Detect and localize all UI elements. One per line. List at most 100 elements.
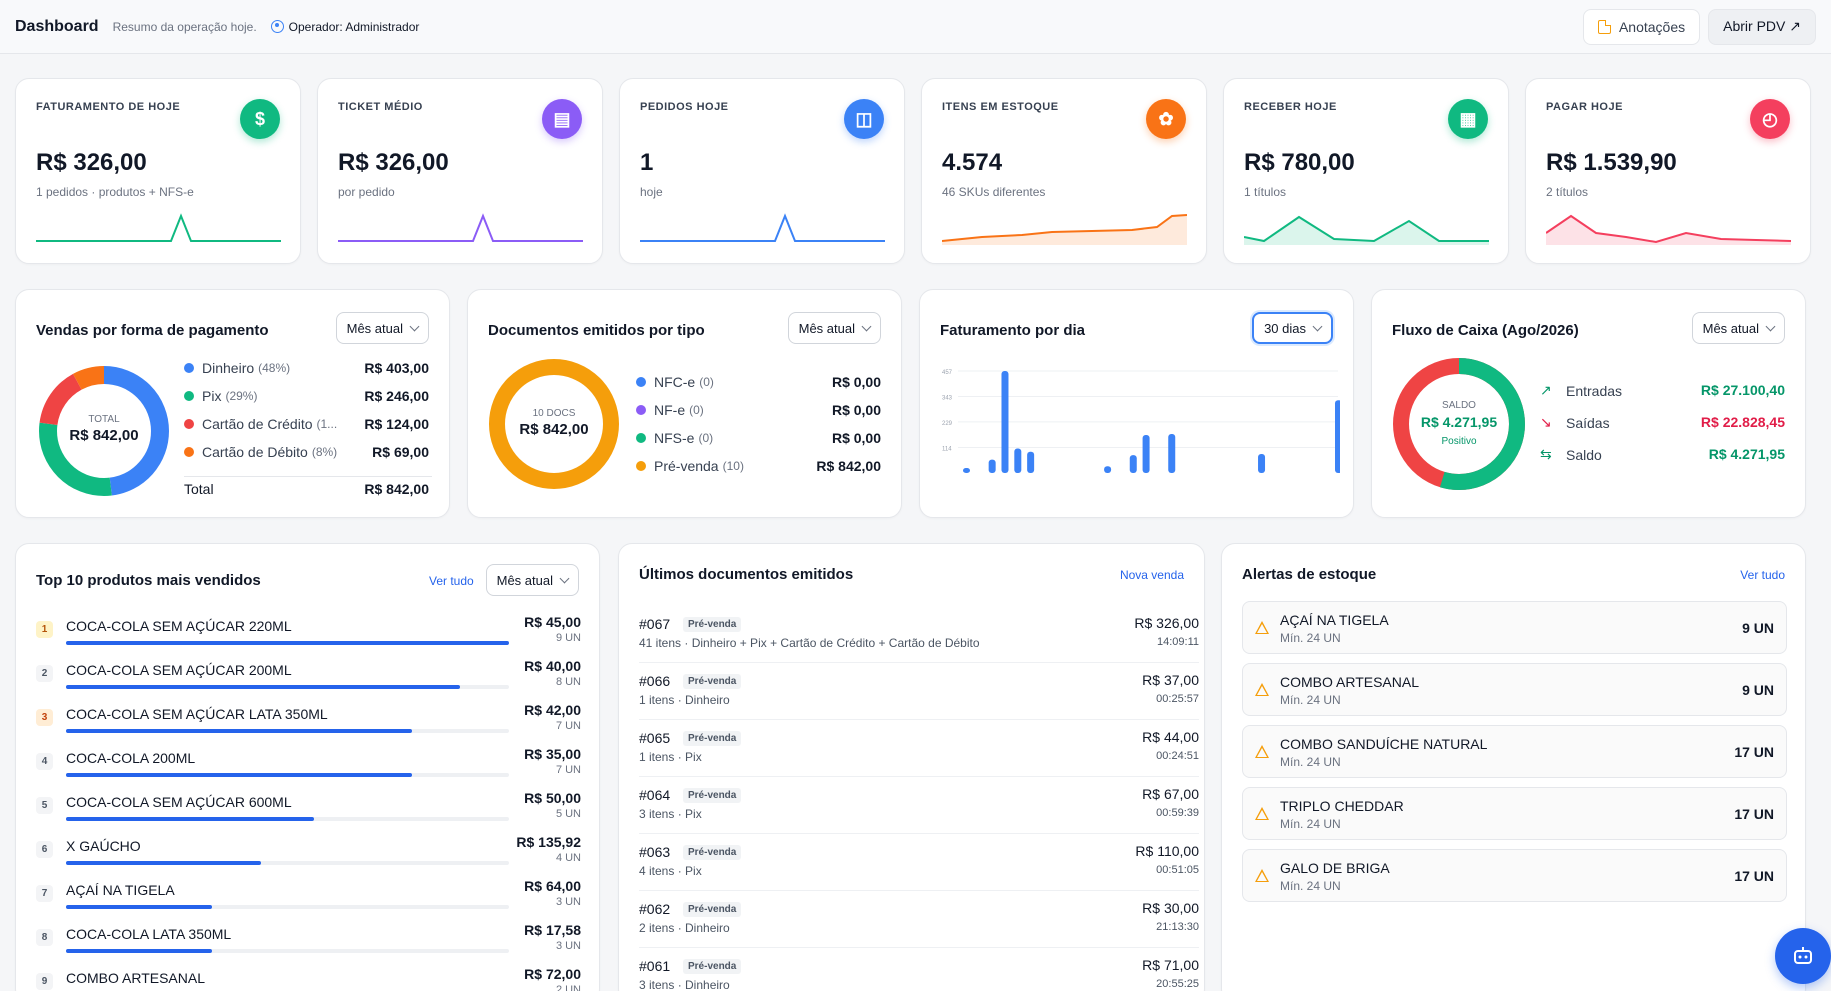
product-bar-track [66, 773, 509, 777]
revenue-bar [1168, 433, 1176, 473]
sparkline-area [1546, 216, 1791, 245]
top-products-title: Top 10 produtos mais vendidos [36, 572, 261, 589]
stat-sparkline [1244, 215, 1489, 245]
document-time: 14:09:11 [1156, 636, 1199, 648]
documents-center-value: R$ 842,00 [519, 421, 589, 438]
chevron-down-icon [559, 573, 570, 584]
document-type-count: (0) [698, 431, 714, 445]
y-tick-label: 457 [942, 370, 953, 376]
alert-minimum: Mín. 24 UN [1280, 631, 1341, 645]
warning-icon [1255, 745, 1269, 758]
documents-donut-chart [489, 359, 619, 489]
stat-value: R$ 326,00 [36, 149, 147, 176]
top-product-item[interactable]: 3 COCA-COLA SEM AÇÚCAR LATA 350ML R$ 42,00… [36, 702, 581, 746]
product-name: COCA-COLA 200ML [66, 750, 196, 766]
daily-period-select[interactable]: 30 dias [1252, 312, 1333, 344]
document-row[interactable]: #067 Pré-venda 41 itens · Dinheiro + Pix +… [639, 606, 1199, 663]
top-product-item[interactable]: 8 COCA-COLA LATA 350ML R$ 17,58 3 UN [36, 922, 581, 966]
payments-period-select[interactable]: Mês atual [335, 312, 429, 344]
document-details: 3 itens · Pix [639, 807, 702, 821]
alert-quantity: 17 UN [1734, 806, 1774, 822]
document-amount: R$ 44,00 [1142, 729, 1199, 745]
product-revenue: R$ 45,00 [524, 614, 581, 630]
product-rank: 2 [36, 665, 53, 682]
top-product-item[interactable]: 7 AÇAÍ NA TIGELA R$ 64,00 3 UN [36, 878, 581, 922]
stock-alerts-see-all-link[interactable]: Ver tudo [1740, 568, 1785, 582]
document-amount: R$ 67,00 [1142, 786, 1199, 802]
document-row[interactable]: #065 Pré-venda 1 itens · Pix R$ 44,00 00:24:… [639, 720, 1199, 777]
document-type-badge: Pré-venda [683, 845, 742, 860]
last-documents-card: Últimos documentos emitidos Nova venda #… [618, 543, 1205, 991]
document-type-label: NF-e [654, 402, 686, 418]
daily-revenue-bar-chart: 457 343 229 114 [942, 370, 1340, 473]
product-rank: 3 [36, 709, 53, 726]
cashflow-row-label: Entradas [1566, 382, 1623, 399]
stat-sparkline [338, 213, 583, 242]
stat-sparkline [36, 213, 281, 242]
cashflow-row-label: Saídas [1566, 414, 1610, 431]
payment-method-value: R$ 403,00 [364, 360, 429, 376]
cashflow-period-select[interactable]: Mês atual [1691, 312, 1785, 344]
stock-alert-item[interactable]: GALO DE BRIGA Mín. 24 UN 17 UN [1242, 849, 1787, 902]
stock-alert-item[interactable]: TRIPLO CHEDDAR Mín. 24 UN 17 UN [1242, 787, 1787, 840]
stat-value: 1 [640, 149, 654, 176]
product-revenue: R$ 35,00 [524, 746, 581, 762]
document-row[interactable]: #063 Pré-venda 4 itens · Pix R$ 110,00 00:51… [639, 834, 1199, 891]
top-product-item[interactable]: 2 COCA-COLA SEM AÇÚCAR 200ML R$ 40,00 8 UN [36, 658, 581, 702]
payments-donut-chart [39, 366, 169, 496]
top-products-see-all-link[interactable]: Ver tudo [429, 574, 474, 588]
document-row[interactable]: #062 Pré-venda 2 itens · Dinheiro R$ 30,00 2… [639, 891, 1199, 948]
boxes-icon: ✿ [1146, 99, 1186, 139]
sparkline-line [640, 213, 885, 242]
product-rank: 5 [36, 797, 53, 814]
top-products-period-select[interactable]: Mês atual [485, 564, 579, 596]
document-row[interactable]: #064 Pré-venda 3 itens · Pix R$ 67,00 00:59:… [639, 777, 1199, 834]
top-bar: Dashboard Resumo da operação hoje. Opera… [0, 0, 1831, 54]
document-details: 3 itens · Dinheiro [639, 978, 730, 991]
document-details: 1 itens · Dinheiro [639, 693, 730, 707]
document-row[interactable]: #066 Pré-venda 1 itens · Dinheiro R$ 37,00 0… [639, 663, 1199, 720]
document-number: #063 [639, 844, 671, 860]
document-type-label: NFC-e [654, 374, 696, 390]
document-number: #062 [639, 901, 671, 917]
top-product-item[interactable]: 9 COMBO ARTESANAL R$ 72,00 2 UN [36, 966, 581, 991]
document-type-value: R$ 842,00 [816, 458, 881, 474]
new-sale-link[interactable]: Nova venda [1119, 568, 1184, 582]
stock-alert-item[interactable]: COMBO SANDUÍCHE NATURAL Mín. 24 UN 17 UN [1242, 725, 1787, 778]
page-title: Dashboard [15, 17, 99, 35]
payment-legend-item: Dinheiro (48%) [184, 360, 290, 376]
documents-period-select[interactable]: Mês atual [787, 312, 881, 344]
alert-product-name: COMBO ARTESANAL [1280, 674, 1420, 690]
product-rank: 8 [36, 929, 53, 946]
notes-button[interactable]: Anotações [1582, 8, 1701, 45]
document-legend-item: Pré-venda (10) [636, 458, 744, 474]
cashflow-title: Fluxo de Caixa (Ago/2026) [1392, 322, 1579, 339]
product-revenue: R$ 42,00 [524, 702, 581, 718]
product-rank: 9 [36, 973, 53, 990]
documents-card: Documentos emitidos por tipo Mês atual 1… [467, 289, 902, 518]
assistant-bot-button[interactable] [1775, 928, 1831, 984]
open-pdv-button[interactable]: Abrir PDV ↗ [1708, 8, 1816, 45]
document-details: 4 itens · Pix [639, 864, 702, 878]
document-time: 20:55:25 [1156, 978, 1199, 990]
cashflow-row-value: R$ 22.828,45 [1700, 414, 1785, 430]
warning-icon [1255, 807, 1269, 820]
stock-alert-item[interactable]: AÇAÍ NA TIGELA Mín. 24 UN 9 UN [1242, 601, 1787, 654]
top-product-item[interactable]: 1 COCA-COLA SEM AÇÚCAR 220ML R$ 45,00 9 UN [36, 614, 581, 658]
document-row[interactable]: #061 Pré-venda 3 itens · Dinheiro R$ 71,00 2… [639, 948, 1199, 991]
payment-method-label: Cartão de Débito [202, 444, 308, 460]
product-bar-track [66, 685, 509, 689]
stock-alert-item[interactable]: COMBO ARTESANAL Mín. 24 UN 9 UN [1242, 663, 1787, 716]
top-product-item[interactable]: 6 X GAÚCHO R$ 135,92 4 UN [36, 834, 581, 878]
product-bar-fill [66, 729, 412, 733]
document-number: #066 [639, 673, 671, 689]
top-product-item[interactable]: 5 COCA-COLA SEM AÇÚCAR 600ML R$ 50,00 5 UN [36, 790, 581, 834]
stat-label: RECEBER HOJE [1244, 101, 1337, 113]
stat-card: PAGAR HOJE R$ 1.539,90 2 títulos ◴ [1525, 78, 1811, 264]
chevron-down-icon [1765, 321, 1776, 332]
payment-method-percent: (1... [316, 417, 338, 431]
product-quantity: 3 UN [555, 940, 581, 952]
document-type-value: R$ 0,00 [831, 430, 881, 446]
product-quantity: 5 UN [555, 808, 581, 820]
top-product-item[interactable]: 4 COCA-COLA 200ML R$ 35,00 7 UN [36, 746, 581, 790]
